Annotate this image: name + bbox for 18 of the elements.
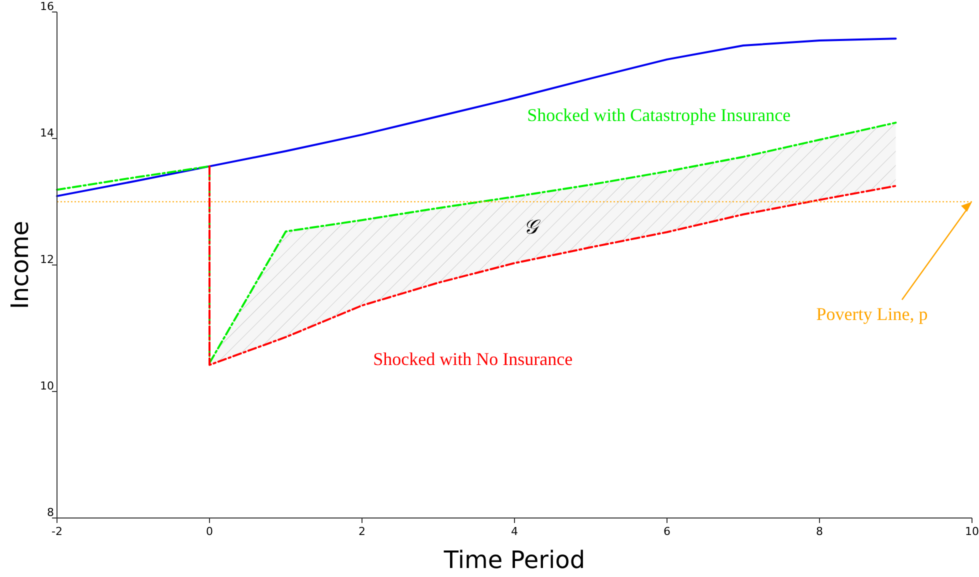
series-label: Shocked with Catastrophe Insurance bbox=[527, 105, 791, 126]
x-tick-label: 6 bbox=[664, 525, 670, 538]
x-tick-label: -2 bbox=[52, 525, 62, 538]
y-tick-label: 10 bbox=[40, 380, 54, 392]
y-tick-label: 16 bbox=[40, 0, 54, 13]
y-axis-title: Income bbox=[6, 220, 34, 310]
y-tick-label: 8 bbox=[47, 506, 54, 519]
text: Shocked with No Insurance bbox=[373, 349, 573, 370]
x-tick-label: 10 bbox=[965, 525, 979, 538]
ref-line-label: Poverty Line, p bbox=[816, 304, 928, 324]
annotation: 𝒢 bbox=[524, 214, 542, 238]
x-tick-label: 4 bbox=[511, 525, 518, 538]
x-tick-label: 0 bbox=[206, 525, 213, 538]
x-axis-title: Time Period bbox=[442, 546, 586, 574]
x-tick-label: 8 bbox=[816, 525, 823, 538]
y-tick-label: 12 bbox=[40, 253, 54, 266]
y-tick-label: 14 bbox=[40, 126, 54, 140]
x-tick-label: 2 bbox=[358, 525, 366, 538]
